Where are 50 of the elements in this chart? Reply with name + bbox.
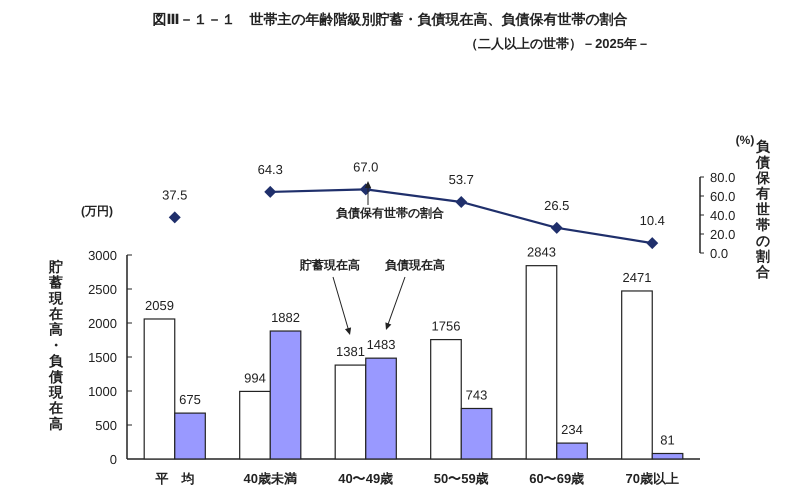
x-tick-label: 60〜69歳 xyxy=(529,471,584,486)
data-label: 675 xyxy=(179,392,201,408)
data-label: 1756 xyxy=(432,318,460,334)
y-tick-label: 40.0 xyxy=(710,208,736,223)
annotation: 負債現在高 xyxy=(385,258,445,272)
point xyxy=(168,211,181,224)
data-label: 2471 xyxy=(622,270,652,285)
data-label: 234 xyxy=(561,422,583,438)
y-tick-label: 0.0 xyxy=(710,246,728,261)
annotation: 負債保有世帯の割合 xyxy=(336,206,444,220)
data-label: 10.4 xyxy=(640,213,665,228)
data-label: 64.3 xyxy=(258,162,283,177)
data-label: 53.7 xyxy=(448,172,474,187)
y-tick-label: 20.0 xyxy=(710,227,736,242)
data-label: 743 xyxy=(466,387,488,402)
point xyxy=(646,237,658,250)
y-axis-title: 貯蓄現在高・負債現在高 xyxy=(49,258,63,432)
y-tick-label: 80.0 xyxy=(710,170,736,185)
y-tick-label: 1000 xyxy=(88,384,117,399)
data-label: 37.5 xyxy=(162,187,188,202)
data-label: 2843 xyxy=(527,244,556,260)
y-tick-label: 500 xyxy=(95,418,117,433)
data-label: 2059 xyxy=(145,298,174,313)
data-label: 994 xyxy=(244,370,266,386)
y-axis-title-right: 負債保有世帯の割合 xyxy=(756,138,770,280)
point xyxy=(550,222,563,234)
data-label: 1882 xyxy=(271,310,300,326)
y-tick-label: 3000 xyxy=(88,248,117,263)
data-label: 1483 xyxy=(366,337,396,352)
point xyxy=(264,186,276,198)
x-tick-label: 平 均 xyxy=(154,471,194,486)
x-tick-label: 50〜59歳 xyxy=(434,471,489,486)
data-label: 67.0 xyxy=(353,159,378,174)
y-tick-label: 1500 xyxy=(88,350,117,365)
data-label: 26.5 xyxy=(544,198,570,213)
y-tick-label: 2000 xyxy=(88,316,117,331)
x-tick-label: 70歳以上 xyxy=(626,471,679,486)
y-tick-label: 0 xyxy=(110,452,117,467)
x-tick-label: 40歳未満 xyxy=(244,471,297,486)
annotation: 貯蓄現在高 xyxy=(300,258,360,272)
chart-title: 図Ⅲ－１－１ 世帯主の年齢階級別貯蓄・負債現在高、負債保有世帯の割合 xyxy=(152,11,628,27)
data-label: 1381 xyxy=(336,344,365,360)
annotation: (%) xyxy=(736,133,754,147)
y-tick-label: 2500 xyxy=(88,282,117,297)
x-tick-label: 40〜49歳 xyxy=(338,471,394,486)
annotation: (万円) xyxy=(81,204,113,218)
data-label: 81 xyxy=(660,432,675,448)
point xyxy=(455,196,468,208)
chart-subtitle: （二人以上の世帯）－2025年－ xyxy=(465,36,650,51)
y-tick-label: 60.0 xyxy=(710,189,736,204)
